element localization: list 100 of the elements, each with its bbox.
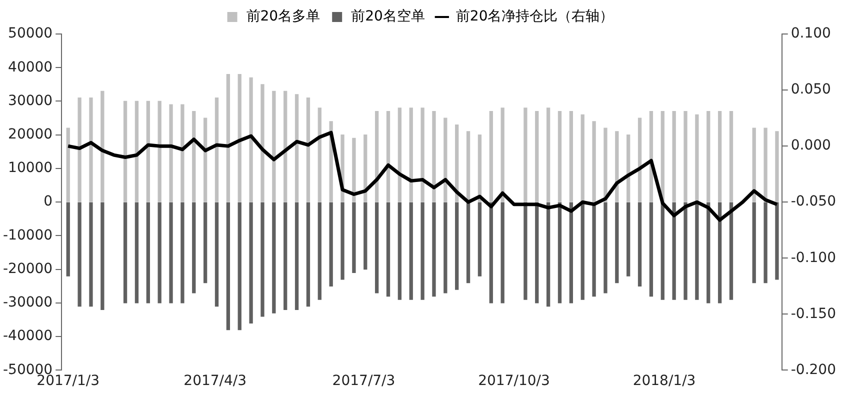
bar: [249, 77, 253, 202]
y-tick-label: -30000: [2, 294, 53, 311]
bar: [455, 202, 459, 290]
bar: [340, 202, 344, 280]
bar: [100, 90, 104, 202]
bar: [214, 98, 219, 202]
bar: [398, 202, 402, 300]
bar: [89, 202, 93, 307]
bar: [409, 108, 413, 202]
bar: [489, 202, 493, 304]
bar: [318, 108, 322, 202]
bar: [352, 202, 356, 274]
bar: [203, 118, 208, 202]
x-tick-label: 2017/7/3: [332, 373, 396, 390]
bar: [500, 108, 504, 202]
bar: [569, 202, 574, 304]
y-tick-label: 10000: [8, 160, 53, 176]
bar: [672, 202, 676, 300]
bar: [764, 202, 768, 284]
bar: [420, 202, 424, 300]
y-tick-label: 40000: [8, 59, 53, 76]
bar: [558, 110, 562, 202]
bar: [238, 74, 242, 202]
bar: [535, 202, 539, 304]
bar: [284, 90, 288, 202]
y2-tick-label: 0.000: [790, 138, 831, 154]
bar: [398, 108, 402, 202]
bar: [318, 202, 322, 300]
bar: [455, 124, 459, 202]
bar: [764, 128, 768, 202]
bar: [409, 202, 413, 300]
y2-tick-label: -0.200: [790, 362, 836, 378]
y2-tick-label: -0.150: [790, 306, 836, 322]
bar: [432, 110, 436, 202]
legend-label: 前20名空单: [351, 8, 425, 25]
bar: [260, 202, 264, 317]
bar: [569, 110, 574, 202]
bar: [272, 90, 276, 202]
y-tick-label: 30000: [8, 92, 53, 109]
bar: [192, 202, 196, 294]
bar: [374, 110, 379, 202]
bar: [100, 202, 104, 310]
bar: [729, 202, 734, 300]
bar: [249, 202, 253, 324]
y-tick-label: 50000: [8, 26, 53, 42]
bar: [158, 100, 162, 202]
bar: [306, 202, 310, 307]
bar: [352, 138, 356, 202]
bar: [638, 202, 642, 286]
x-tick-label: 2017/10/3: [478, 373, 550, 390]
bar: [466, 131, 470, 202]
y2-tick-label: -0.050: [790, 194, 836, 210]
bar: [294, 202, 299, 310]
x-tick-label: 2018/1/3: [632, 373, 696, 390]
bar: [158, 202, 162, 304]
y-tick-label: 0: [44, 194, 53, 210]
y2-tick-label: 0.100: [790, 26, 831, 42]
bar: [180, 202, 184, 304]
bar: [500, 202, 504, 304]
bar: [535, 110, 539, 202]
y-tick-label: -40000: [2, 328, 53, 344]
bar: [752, 128, 756, 202]
bar: [203, 202, 208, 284]
bar: [626, 202, 630, 276]
bar: [592, 121, 596, 202]
bar: [134, 100, 139, 202]
y-tick-label: -20000: [2, 260, 53, 277]
bar: [374, 202, 379, 294]
bar: [226, 202, 230, 330]
bar: [695, 202, 699, 300]
bar: [123, 202, 128, 304]
bar: [615, 202, 619, 284]
bar: [444, 118, 448, 202]
bar: [192, 110, 196, 202]
bar: [238, 202, 242, 330]
bar: [604, 202, 608, 294]
bar: [214, 202, 219, 307]
bar: [695, 114, 699, 202]
bar: [329, 202, 333, 286]
bar: [478, 202, 482, 276]
bar: [524, 108, 528, 202]
y2-tick-label: -0.100: [790, 250, 836, 266]
bar: [580, 202, 584, 300]
bar: [546, 202, 550, 307]
y-tick-label: -10000: [2, 227, 53, 244]
bar: [272, 202, 276, 314]
bar: [169, 202, 173, 304]
bar: [180, 104, 184, 202]
bar: [706, 110, 710, 202]
bar: [226, 74, 230, 202]
bar: [752, 202, 756, 284]
bar: [123, 100, 128, 202]
bar: [718, 110, 722, 202]
bar: [649, 202, 654, 297]
bar: [284, 202, 288, 310]
bar: [604, 128, 608, 202]
bar: [66, 202, 70, 276]
bar: [706, 202, 710, 304]
bar: [558, 202, 562, 304]
bar: [638, 118, 642, 202]
